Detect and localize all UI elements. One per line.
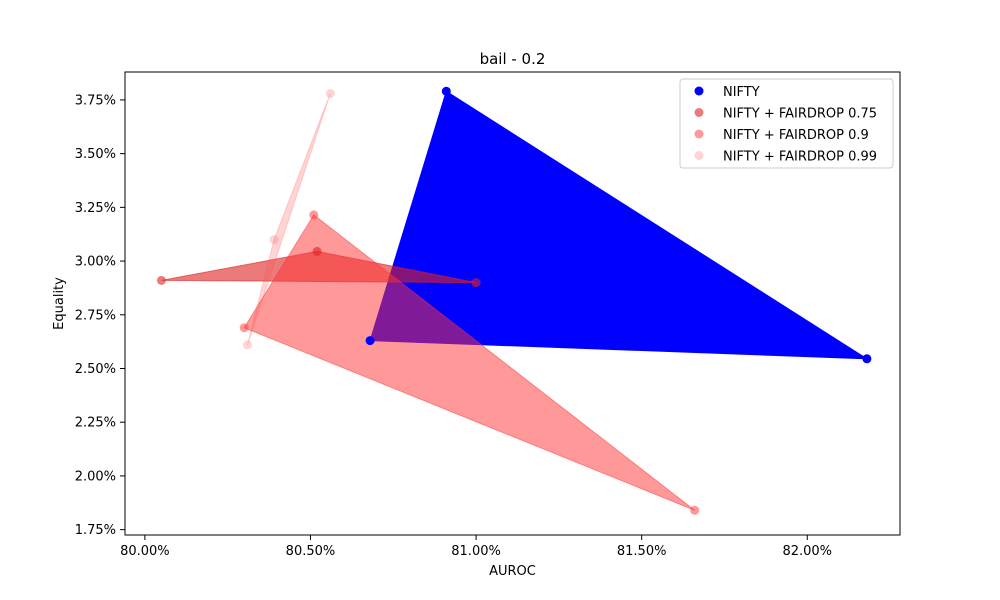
series-2-point-1 bbox=[239, 323, 249, 333]
legend-marker-2 bbox=[694, 129, 704, 139]
x-axis-label: AUROC bbox=[489, 564, 536, 579]
series-3-point-0 bbox=[325, 89, 335, 98]
legend-label-2: NIFTY + FAIRDROP 0.9 bbox=[723, 128, 869, 143]
series-3-hull bbox=[247, 93, 331, 346]
series-points bbox=[156, 86, 872, 515]
series-0-point-1 bbox=[862, 354, 872, 364]
legend-label-1: NIFTY + FAIRDROP 0.75 bbox=[723, 107, 877, 122]
x-axis: 80.00% 80.50% 81.00% 81.50% 82.00% bbox=[120, 535, 832, 559]
legend-marker-3 bbox=[694, 151, 704, 160]
series-hulls bbox=[161, 90, 869, 511]
x-tick-label-3: 81.50% bbox=[617, 544, 667, 559]
y-tick-label-3: 2.50% bbox=[75, 362, 116, 377]
legend-label-3: NIFTY + FAIRDROP 0.99 bbox=[723, 150, 877, 165]
y-axis-label: Equality bbox=[52, 277, 67, 330]
legend: NIFTY NIFTY + FAIRDROP 0.75 NIFTY + FAIRDR… bbox=[679, 78, 894, 169]
series-1-point-0 bbox=[156, 275, 166, 285]
series-3-point-2 bbox=[243, 340, 252, 350]
series-0-hull bbox=[369, 90, 869, 360]
legend-marker-1 bbox=[694, 108, 704, 117]
y-tick-label-6: 3.25% bbox=[75, 201, 116, 216]
legend-marker-0 bbox=[694, 86, 704, 96]
legend-label-0: NIFTY bbox=[723, 85, 760, 100]
y-tick-label-5: 3.00% bbox=[75, 255, 116, 270]
series-1-point-1 bbox=[312, 246, 322, 256]
plot-frame bbox=[124, 71, 901, 536]
y-tick-label-0: 1.75% bbox=[75, 523, 116, 538]
x-tick-label-2: 81.00% bbox=[451, 544, 501, 559]
series-2-hull bbox=[243, 214, 696, 511]
chart-title: bail - 0.2 bbox=[480, 50, 546, 68]
series-0-point-2 bbox=[365, 336, 375, 346]
legend-box bbox=[679, 78, 894, 169]
x-tick-label-0: 80.00% bbox=[120, 544, 170, 559]
x-tick-label-1: 80.50% bbox=[286, 544, 336, 559]
y-tick-label-4: 2.75% bbox=[75, 308, 116, 323]
y-tick-label-1: 2.00% bbox=[75, 469, 116, 484]
series-0-point-0 bbox=[441, 86, 451, 96]
y-tick-label-8: 3.75% bbox=[75, 93, 116, 108]
y-axis: 1.75% 2.00% 2.25% 2.50% 2.75% 3.00% 3.25% 3.50%… bbox=[75, 93, 125, 538]
series-1-point-2 bbox=[471, 278, 481, 288]
series-2-point-0 bbox=[309, 210, 319, 220]
series-3-point-1 bbox=[269, 235, 279, 245]
series-2-point-2 bbox=[690, 505, 700, 515]
y-tick-label-2: 2.25% bbox=[75, 416, 116, 431]
x-tick-label-4: 82.00% bbox=[782, 544, 832, 559]
y-tick-label-7: 3.50% bbox=[75, 147, 116, 162]
